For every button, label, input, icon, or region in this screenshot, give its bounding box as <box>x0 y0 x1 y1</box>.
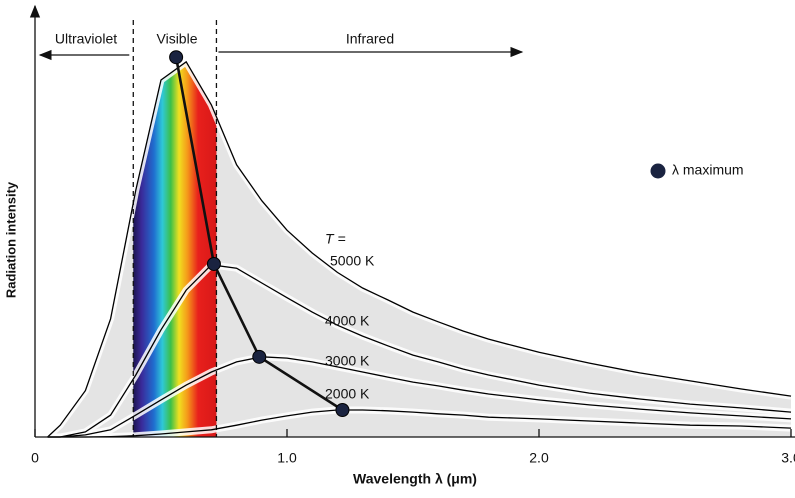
x-tick-label: 1.0 <box>277 450 297 466</box>
curve <box>47 60 792 438</box>
peak-marker <box>206 256 221 271</box>
x-tick-label: 2.0 <box>529 450 549 466</box>
legend-marker <box>650 163 666 179</box>
plot-layer: 5000 K 4000 K 3000 K 2000 K λ maximum 0 1.0 2.0… <box>29 4 795 466</box>
region-label: Infrared <box>346 31 394 47</box>
curve <box>47 409 792 438</box>
curve <box>47 264 792 438</box>
legend-label: λ maximum <box>672 162 744 178</box>
curve <box>47 356 792 438</box>
series-label: 3000 K <box>325 353 370 369</box>
series-label: 4000 K <box>325 313 370 329</box>
background-layer <box>45 56 792 441</box>
series-label: 2000 K <box>325 386 370 402</box>
x-axis-label: Wavelength λ (μm) <box>353 471 477 487</box>
peak-marker <box>169 50 184 65</box>
x-tick-label: 0 <box>31 450 39 466</box>
y-axis-label: Radiation intensity <box>3 181 18 298</box>
intensity-area <box>47 61 792 438</box>
region-label: Visible <box>157 31 198 47</box>
temperature-label: T = <box>325 231 346 247</box>
peak-marker <box>252 349 267 364</box>
region-label: Ultraviolet <box>55 31 117 47</box>
x-tick-label: 3.0 <box>781 450 795 466</box>
peak-marker <box>335 402 350 417</box>
series-label: 5000 K <box>330 253 375 269</box>
peak-locus <box>174 56 344 412</box>
